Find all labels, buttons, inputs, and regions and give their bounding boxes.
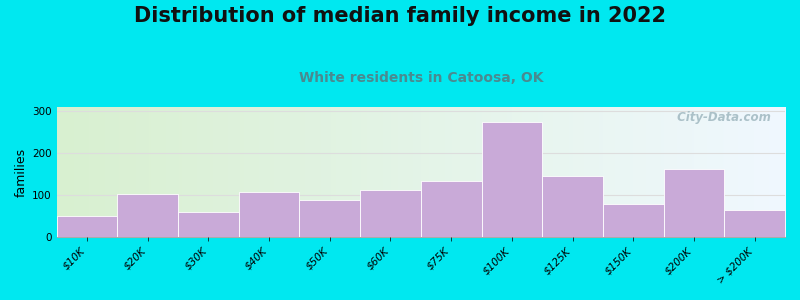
Bar [299,200,360,237]
Bar [57,216,118,237]
Bar [360,190,421,237]
Bar [238,192,299,237]
Bar [664,169,724,237]
Title: White residents in Catoosa, OK: White residents in Catoosa, OK [298,71,543,85]
Text: City-Data.com: City-Data.com [673,111,770,124]
Text: Distribution of median family income in 2022: Distribution of median family income in … [134,6,666,26]
Bar [542,176,603,237]
Y-axis label: families: families [15,147,28,197]
Bar [178,212,238,237]
Bar [118,194,178,237]
Bar [603,204,664,237]
Bar [421,181,482,237]
Bar [724,210,785,237]
Bar [482,122,542,237]
